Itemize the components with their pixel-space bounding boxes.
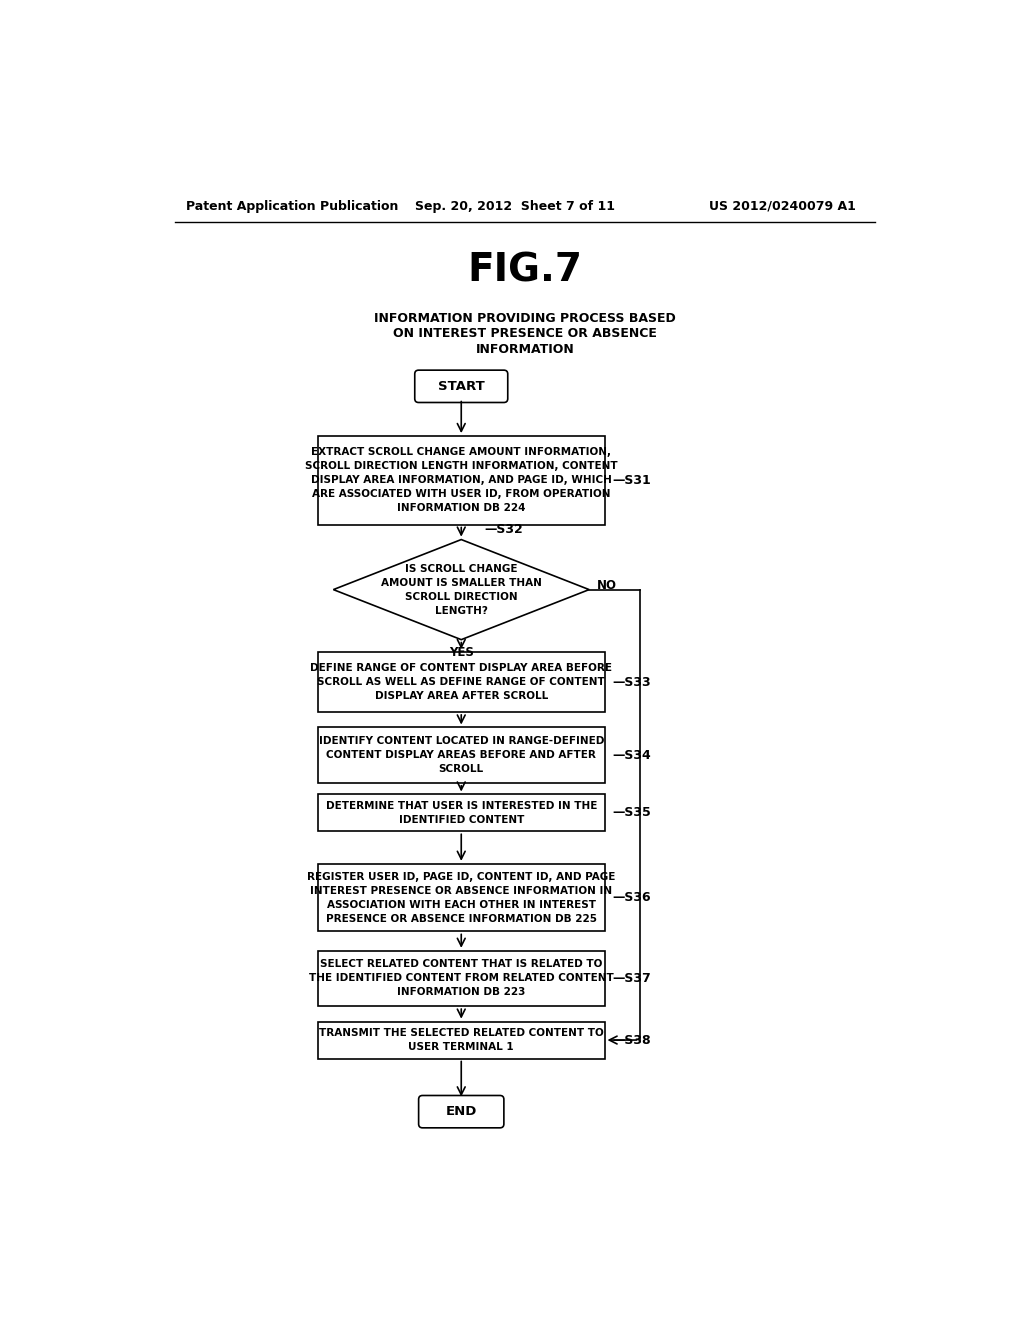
Text: YES: YES — [449, 645, 474, 659]
Bar — [317, 436, 604, 524]
Bar — [317, 727, 604, 783]
Text: FIG.7: FIG.7 — [467, 251, 583, 289]
Text: END: END — [445, 1105, 477, 1118]
Text: TRANSMIT THE SELECTED RELATED CONTENT TO
USER TERMINAL 1: TRANSMIT THE SELECTED RELATED CONTENT TO… — [318, 1028, 603, 1052]
Polygon shape — [334, 540, 589, 640]
Text: —S38: —S38 — [612, 1034, 651, 1047]
Bar — [317, 652, 604, 711]
Text: ON INTEREST PRESENCE OR ABSENCE: ON INTEREST PRESENCE OR ABSENCE — [393, 327, 656, 341]
Text: REGISTER USER ID, PAGE ID, CONTENT ID, AND PAGE
INTEREST PRESENCE OR ABSENCE INF: REGISTER USER ID, PAGE ID, CONTENT ID, A… — [307, 871, 615, 924]
Text: —S34: —S34 — [612, 748, 651, 762]
Text: DETERMINE THAT USER IS INTERESTED IN THE
IDENTIFIED CONTENT: DETERMINE THAT USER IS INTERESTED IN THE… — [326, 801, 597, 825]
Text: —S31: —S31 — [612, 474, 651, 487]
Bar — [317, 950, 604, 1006]
FancyBboxPatch shape — [419, 1096, 504, 1127]
Text: —S35: —S35 — [612, 807, 651, 820]
Text: SELECT RELATED CONTENT THAT IS RELATED TO
THE IDENTIFIED CONTENT FROM RELATED CO: SELECT RELATED CONTENT THAT IS RELATED T… — [309, 960, 613, 998]
Text: —S36: —S36 — [612, 891, 651, 904]
Bar — [317, 1022, 604, 1059]
Bar — [317, 795, 604, 832]
Text: —S32: —S32 — [484, 523, 523, 536]
Text: DEFINE RANGE OF CONTENT DISPLAY AREA BEFORE
SCROLL AS WELL AS DEFINE RANGE OF CO: DEFINE RANGE OF CONTENT DISPLAY AREA BEF… — [310, 663, 612, 701]
Text: US 2012/0240079 A1: US 2012/0240079 A1 — [710, 199, 856, 213]
Text: Sep. 20, 2012  Sheet 7 of 11: Sep. 20, 2012 Sheet 7 of 11 — [415, 199, 614, 213]
FancyBboxPatch shape — [415, 370, 508, 403]
Text: —S33: —S33 — [612, 676, 651, 689]
Text: NO: NO — [597, 579, 616, 593]
Text: START: START — [438, 380, 484, 393]
Text: EXTRACT SCROLL CHANGE AMOUNT INFORMATION,
SCROLL DIRECTION LENGTH INFORMATION, C: EXTRACT SCROLL CHANGE AMOUNT INFORMATION… — [305, 447, 617, 513]
Bar — [317, 863, 604, 932]
Text: IDENTIFY CONTENT LOCATED IN RANGE-DEFINED
CONTENT DISPLAY AREAS BEFORE AND AFTER: IDENTIFY CONTENT LOCATED IN RANGE-DEFINE… — [318, 737, 604, 774]
Text: INFORMATION: INFORMATION — [475, 343, 574, 356]
Text: Patent Application Publication: Patent Application Publication — [186, 199, 398, 213]
Text: —S37: —S37 — [612, 972, 651, 985]
Text: INFORMATION PROVIDING PROCESS BASED: INFORMATION PROVIDING PROCESS BASED — [374, 312, 676, 325]
Text: IS SCROLL CHANGE
AMOUNT IS SMALLER THAN
SCROLL DIRECTION
LENGTH?: IS SCROLL CHANGE AMOUNT IS SMALLER THAN … — [381, 564, 542, 615]
